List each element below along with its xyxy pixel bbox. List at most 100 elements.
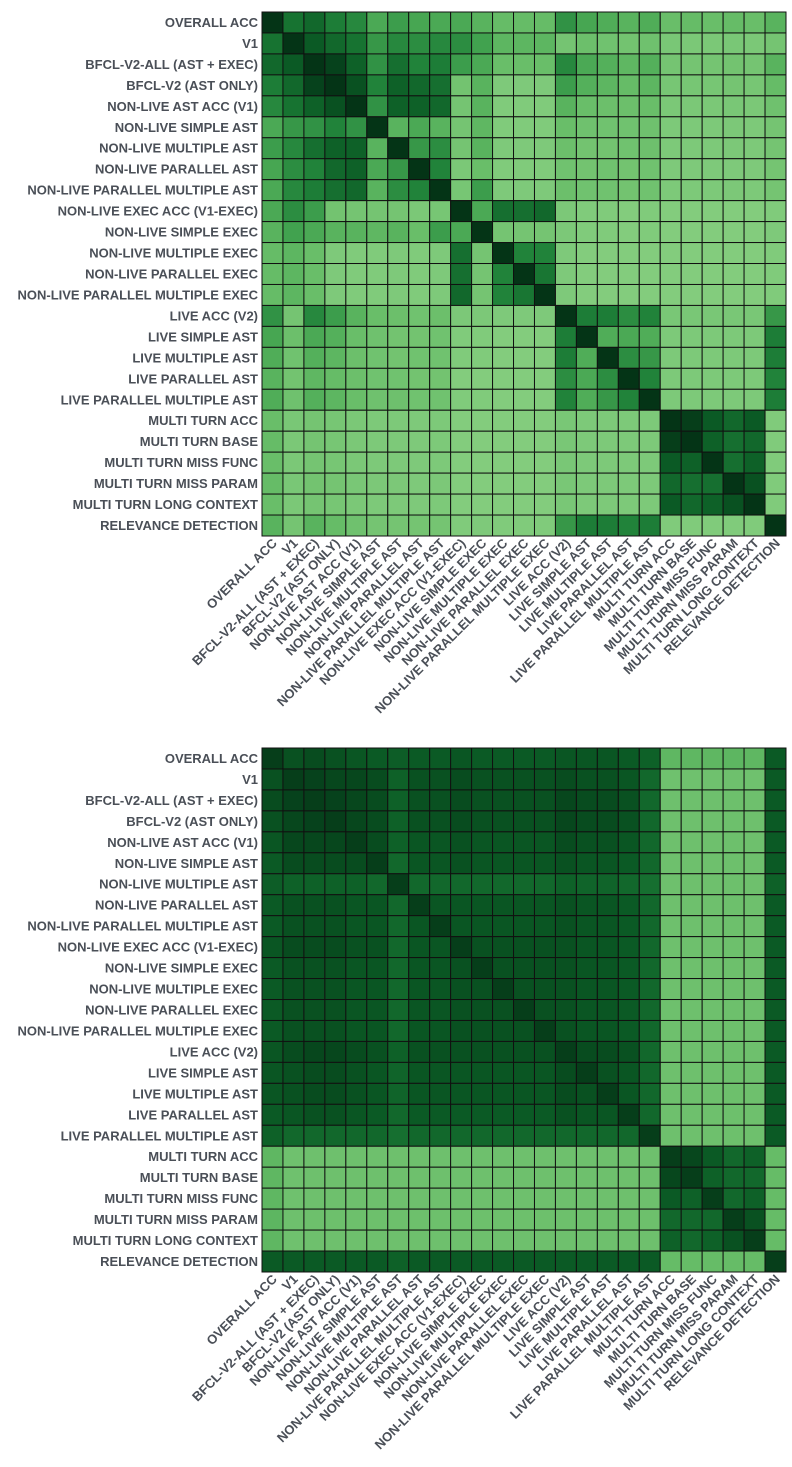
heatmap-1-cell-11-7: [408, 242, 431, 265]
heatmap-1-cell-17-18: [638, 367, 661, 390]
heatmap-2-cell-6-6: [387, 873, 410, 896]
heatmap-2-cell-7-5: [366, 894, 389, 917]
heatmap-1-cell-3-24: [764, 74, 787, 97]
heatmap-2-cell-13-0: [261, 1019, 284, 1042]
heatmap-1-cell-13-21: [701, 283, 724, 306]
heatmap-2-row-label-overall-acc: OVERALL ACC: [165, 751, 259, 766]
heatmap-1-row-label-multi-turn-miss-param: MULTI TURN MISS PARAM: [94, 476, 258, 491]
heatmap-2-cell-4-0: [261, 831, 284, 854]
heatmap-1-cell-3-22: [722, 74, 745, 97]
heatmap-2-cell-17-0: [261, 1103, 284, 1126]
heatmap-1-cell-4-17: [617, 95, 640, 118]
heatmap-2-cell-9-7: [408, 936, 431, 959]
heatmap-2-cell-24-24: [764, 1250, 787, 1273]
heatmap-1-cell-20-22: [722, 430, 745, 453]
heatmap-1-cell-20-11: [492, 430, 515, 453]
heatmap-2-cell-11-9: [450, 978, 473, 1001]
heatmap-1-cell-7-20: [680, 158, 703, 181]
heatmap-2-cell-15-15: [575, 1061, 598, 1084]
heatmap-1-cell-16-15: [575, 346, 598, 369]
heatmap-2-cell-1-24: [764, 768, 787, 791]
heatmap-2-cell-21-11: [492, 1187, 515, 1210]
heatmap-2-cell-13-14: [554, 1019, 577, 1042]
heatmap-1-cell-9-8: [429, 200, 452, 223]
heatmap-2-cell-18-15: [575, 1124, 598, 1147]
heatmap-2-cell-2-12: [513, 789, 535, 812]
heatmap-1-cell-17-10: [471, 367, 494, 390]
heatmap-1-row-label-non-live-parallel-multiple-exec: NON-LIVE PARALLEL MULTIPLE EXEC: [17, 287, 258, 302]
heatmap-1-cell-12-23: [743, 263, 766, 285]
heatmap-1-cell-2-19: [659, 53, 682, 76]
heatmap-1-cell-5-23: [743, 116, 766, 139]
heatmap-2-cell-7-18: [638, 894, 661, 917]
heatmap-2-cell-21-19: [659, 1187, 682, 1210]
heatmap-2-cell-22-0: [261, 1208, 284, 1231]
heatmap-2-cell-22-13: [533, 1208, 556, 1231]
heatmap-2-cell-16-22: [722, 1082, 745, 1105]
heatmap-1-cell-15-14: [554, 325, 577, 348]
heatmap-2-cell-8-1: [282, 915, 305, 938]
heatmap-1-cell-21-16: [596, 451, 619, 474]
heatmap-1-cell-22-22: [722, 472, 745, 495]
heatmap-2-cell-3-9: [450, 810, 473, 833]
heatmap-2-cell-16-9: [450, 1082, 473, 1105]
heatmap-1-cell-21-1: [282, 451, 305, 474]
heatmap-1-cell-5-12: [513, 116, 535, 139]
heatmap-1-cell-0-5: [366, 11, 389, 34]
heatmap-1-cell-1-17: [617, 32, 640, 55]
heatmap-2-cell-2-14: [554, 789, 577, 812]
heatmap-1-cell-11-18: [638, 242, 661, 265]
heatmap-1: OVERALL ACC V1 BFCL-V2-ALL (AST + EXEC) BFC…: [17, 11, 787, 716]
heatmap-1-cell-16-20: [680, 346, 703, 369]
heatmap-2-cell-0-21: [701, 747, 724, 770]
heatmap-2-cell-9-4: [345, 936, 368, 959]
heatmap-1-cell-4-19: [659, 95, 682, 118]
heatmap-1-cell-24-19: [659, 514, 682, 537]
heatmap-1-cell-17-22: [722, 367, 745, 390]
heatmap-1-cell-21-14: [554, 451, 577, 474]
heatmap-1-cell-5-20: [680, 116, 703, 139]
heatmap-2-cell-22-6: [387, 1208, 410, 1231]
heatmap-1-cell-2-21: [701, 53, 724, 76]
heatmap-1-cell-16-13: [533, 346, 556, 369]
heatmap-2-cell-1-12: [513, 768, 535, 791]
heatmap-1-cell-14-16: [596, 304, 619, 327]
heatmap-1-cell-13-2: [303, 283, 326, 306]
heatmap-2-cell-18-18: [638, 1124, 661, 1147]
heatmap-1-cell-21-18: [638, 451, 661, 474]
heatmap-1-row-label-relevance-detection: RELEVANCE DETECTION: [100, 518, 258, 533]
heatmap-2-cell-17-15: [575, 1103, 598, 1126]
heatmap-1-cell-16-17: [617, 346, 640, 369]
heatmap-2-cell-14-21: [701, 1040, 724, 1063]
heatmap-1-cell-0-0: [261, 11, 284, 34]
heatmap-1-cell-0-10: [471, 11, 494, 34]
heatmap-1-cell-11-2: [303, 242, 326, 265]
heatmap-1-row-label-non-live-simple-exec: NON-LIVE SIMPLE EXEC: [105, 225, 259, 240]
heatmap-2-cell-2-21: [701, 789, 724, 812]
heatmap-2-cell-24-15: [575, 1250, 598, 1273]
heatmap-2-cell-13-18: [638, 1019, 661, 1042]
heatmap-2-cell-3-0: [261, 810, 284, 833]
heatmap-2-cell-12-0: [261, 999, 284, 1021]
heatmap-2-cell-16-11: [492, 1082, 515, 1105]
heatmap-2-cell-21-13: [533, 1187, 556, 1210]
heatmap-2-cell-19-12: [513, 1145, 535, 1168]
heatmap-1-cell-20-17: [617, 430, 640, 453]
heatmap-2-cell-9-9: [450, 936, 473, 959]
heatmap-1-cell-8-19: [659, 179, 682, 202]
heatmap-2-cell-23-21: [701, 1229, 724, 1252]
heatmap-1-cell-10-24: [764, 221, 787, 244]
heatmap-1-cell-22-17: [617, 472, 640, 495]
heatmap-2-cell-17-4: [345, 1103, 368, 1126]
heatmap-2-cell-0-3: [324, 747, 347, 770]
heatmap-1-cell-12-7: [408, 263, 431, 285]
heatmap-1-cell-8-2: [303, 179, 326, 202]
heatmap-2-cell-8-15: [575, 915, 598, 938]
heatmap-1-cell-18-5: [366, 388, 389, 411]
heatmap-1-cell-19-21: [701, 409, 724, 432]
heatmap-1-cell-1-2: [303, 32, 326, 55]
heatmap-2-cell-23-9: [450, 1229, 473, 1252]
heatmap-2-cell-7-11: [492, 894, 515, 917]
heatmap-2-cell-21-23: [743, 1187, 766, 1210]
heatmap-1-cell-3-5: [366, 74, 389, 97]
